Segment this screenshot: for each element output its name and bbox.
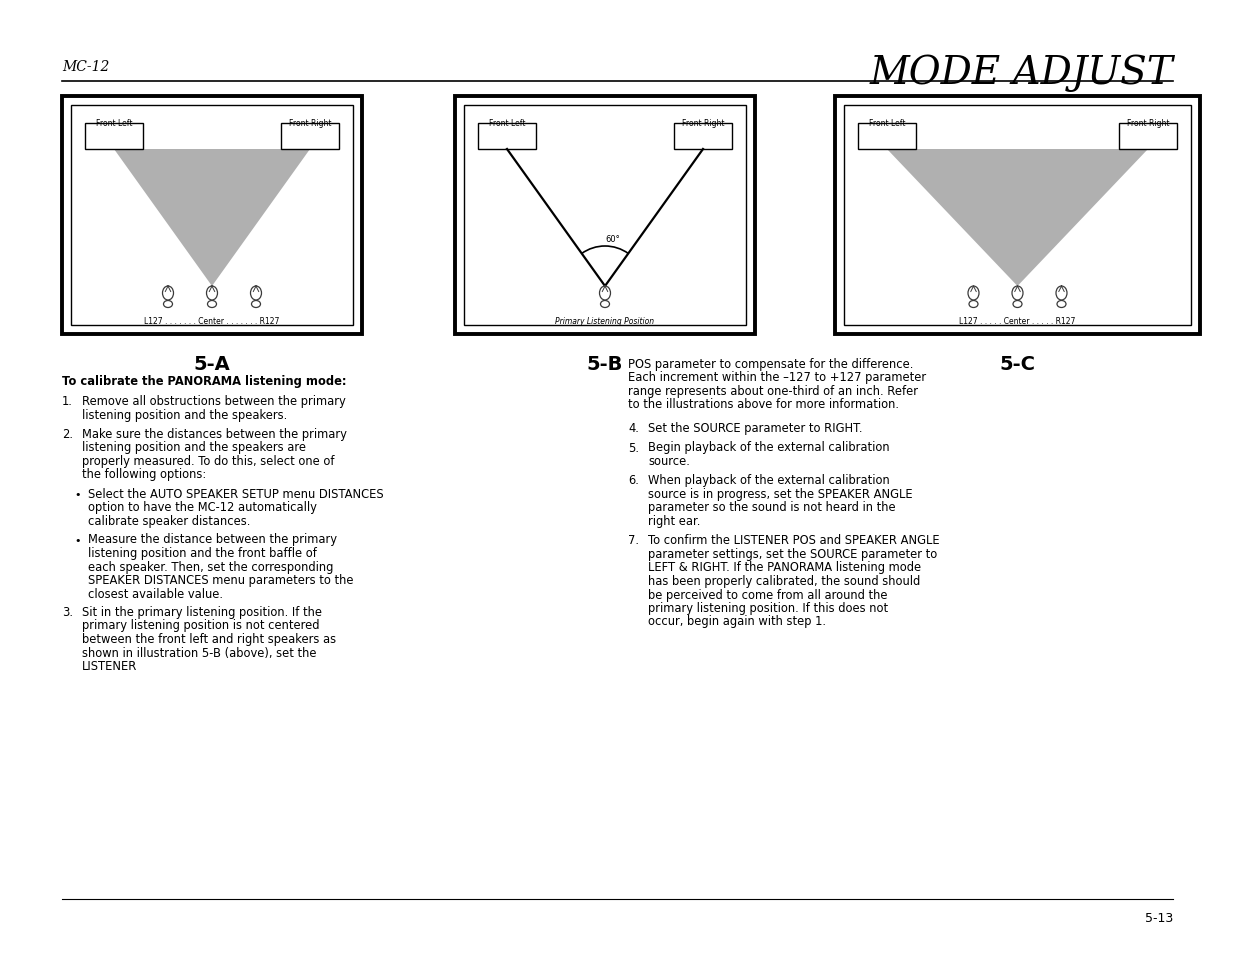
- Ellipse shape: [1056, 287, 1067, 301]
- FancyBboxPatch shape: [454, 97, 755, 335]
- Text: source is in progress, set the SPEAKER ANGLE: source is in progress, set the SPEAKER A…: [648, 488, 913, 500]
- Text: Front Left: Front Left: [868, 119, 905, 128]
- Ellipse shape: [969, 301, 978, 308]
- Text: Sit in the primary listening position. If the: Sit in the primary listening position. I…: [82, 605, 322, 618]
- FancyBboxPatch shape: [835, 97, 1200, 335]
- Text: Measure the distance between the primary: Measure the distance between the primary: [88, 533, 337, 546]
- Text: be perceived to come from all around the: be perceived to come from all around the: [648, 588, 888, 601]
- Text: parameter settings, set the SOURCE parameter to: parameter settings, set the SOURCE param…: [648, 547, 937, 560]
- Ellipse shape: [207, 301, 216, 308]
- Ellipse shape: [163, 287, 173, 301]
- Ellipse shape: [1011, 287, 1023, 301]
- Text: listening position and the speakers.: listening position and the speakers.: [82, 408, 288, 421]
- FancyBboxPatch shape: [282, 124, 338, 150]
- Text: 5-C: 5-C: [999, 355, 1035, 374]
- Text: •: •: [74, 490, 80, 499]
- FancyBboxPatch shape: [844, 106, 1191, 326]
- FancyBboxPatch shape: [464, 106, 746, 326]
- Text: between the front left and right speakers as: between the front left and right speaker…: [82, 633, 336, 645]
- Text: L127 . . . . . Center . . . . . R127: L127 . . . . . Center . . . . . R127: [960, 316, 1076, 326]
- Text: Select the AUTO SPEAKER SETUP menu DISTANCES: Select the AUTO SPEAKER SETUP menu DISTA…: [88, 488, 384, 500]
- Text: 60°: 60°: [605, 235, 620, 244]
- Text: To confirm the LISTENER POS and SPEAKER ANGLE: To confirm the LISTENER POS and SPEAKER …: [648, 534, 940, 547]
- Text: properly measured. To do this, select one of: properly measured. To do this, select on…: [82, 455, 335, 468]
- Ellipse shape: [600, 301, 610, 308]
- Text: shown in illustration 5-B (above), set the: shown in illustration 5-B (above), set t…: [82, 646, 316, 659]
- Text: Front Right: Front Right: [1126, 119, 1170, 128]
- Text: primary listening position is not centered: primary listening position is not center…: [82, 618, 320, 632]
- Text: primary listening position. If this does not: primary listening position. If this does…: [648, 601, 888, 615]
- Text: MODE ADJUST: MODE ADJUST: [869, 55, 1173, 92]
- Text: source.: source.: [648, 455, 690, 468]
- Text: 5.: 5.: [629, 441, 638, 454]
- Text: listening position and the front baffle of: listening position and the front baffle …: [88, 546, 317, 559]
- Ellipse shape: [252, 301, 261, 308]
- Polygon shape: [887, 150, 1149, 287]
- FancyBboxPatch shape: [62, 97, 362, 335]
- Text: 6.: 6.: [629, 474, 638, 487]
- Ellipse shape: [1013, 301, 1023, 308]
- Text: When playback of the external calibration: When playback of the external calibratio…: [648, 474, 889, 487]
- Text: SPEAKER DISTANCES menu parameters to the: SPEAKER DISTANCES menu parameters to the: [88, 574, 353, 586]
- Text: LEFT & RIGHT. If the PANORAMA listening mode: LEFT & RIGHT. If the PANORAMA listening …: [648, 561, 921, 574]
- Text: 2.: 2.: [62, 428, 73, 440]
- Text: Front Right: Front Right: [289, 119, 331, 128]
- Text: To calibrate the PANORAMA listening mode:: To calibrate the PANORAMA listening mode…: [62, 375, 347, 388]
- FancyBboxPatch shape: [85, 124, 143, 150]
- Text: Make sure the distances between the primary: Make sure the distances between the prim…: [82, 428, 347, 440]
- Text: the following options:: the following options:: [82, 468, 206, 481]
- Text: 5-B: 5-B: [587, 355, 624, 374]
- Text: 4.: 4.: [629, 421, 638, 435]
- FancyBboxPatch shape: [478, 124, 536, 150]
- Text: parameter so the sound is not heard in the: parameter so the sound is not heard in t…: [648, 501, 895, 514]
- Text: Each increment within the –127 to +127 parameter: Each increment within the –127 to +127 p…: [629, 371, 926, 384]
- Ellipse shape: [163, 301, 173, 308]
- Text: Remove all obstructions between the primary: Remove all obstructions between the prim…: [82, 395, 346, 408]
- Ellipse shape: [251, 287, 262, 301]
- Text: range represents about one-third of an inch. Refer: range represents about one-third of an i…: [629, 385, 918, 397]
- Ellipse shape: [206, 287, 217, 301]
- Text: Front Right: Front Right: [682, 119, 724, 128]
- Text: Primary Listening Position: Primary Listening Position: [556, 316, 655, 326]
- Text: 1.: 1.: [62, 395, 73, 408]
- Text: calibrate speaker distances.: calibrate speaker distances.: [88, 515, 251, 527]
- Text: Front Left: Front Left: [489, 119, 525, 128]
- FancyBboxPatch shape: [1119, 124, 1177, 150]
- Text: Begin playback of the external calibration: Begin playback of the external calibrati…: [648, 441, 889, 454]
- Text: 7.: 7.: [629, 534, 638, 547]
- Ellipse shape: [599, 287, 610, 301]
- Text: LISTENER: LISTENER: [82, 659, 137, 672]
- Text: L127 . . . . . . . Center . . . . . . . R127: L127 . . . . . . . Center . . . . . . . …: [144, 316, 279, 326]
- Text: POS parameter to compensate for the difference.: POS parameter to compensate for the diff…: [629, 357, 914, 371]
- Text: option to have the MC-12 automatically: option to have the MC-12 automatically: [88, 501, 317, 514]
- Text: right ear.: right ear.: [648, 515, 700, 527]
- Text: Front Left: Front Left: [96, 119, 132, 128]
- Text: 5-13: 5-13: [1145, 911, 1173, 924]
- FancyBboxPatch shape: [674, 124, 732, 150]
- Text: •: •: [74, 535, 80, 545]
- Text: occur, begin again with step 1.: occur, begin again with step 1.: [648, 615, 826, 628]
- Text: 5-A: 5-A: [194, 355, 231, 374]
- Text: to the illustrations above for more information.: to the illustrations above for more info…: [629, 398, 899, 411]
- Ellipse shape: [968, 287, 979, 301]
- FancyBboxPatch shape: [70, 106, 353, 326]
- FancyBboxPatch shape: [858, 124, 916, 150]
- Text: listening position and the speakers are: listening position and the speakers are: [82, 441, 306, 454]
- Text: Set the SOURCE parameter to RIGHT.: Set the SOURCE parameter to RIGHT.: [648, 421, 862, 435]
- Text: MC-12: MC-12: [62, 60, 110, 74]
- Text: 3.: 3.: [62, 605, 73, 618]
- Text: has been properly calibrated, the sound should: has been properly calibrated, the sound …: [648, 575, 920, 587]
- Text: each speaker. Then, set the corresponding: each speaker. Then, set the correspondin…: [88, 560, 333, 573]
- Text: closest available value.: closest available value.: [88, 587, 224, 599]
- Ellipse shape: [1057, 301, 1066, 308]
- Polygon shape: [114, 150, 310, 287]
